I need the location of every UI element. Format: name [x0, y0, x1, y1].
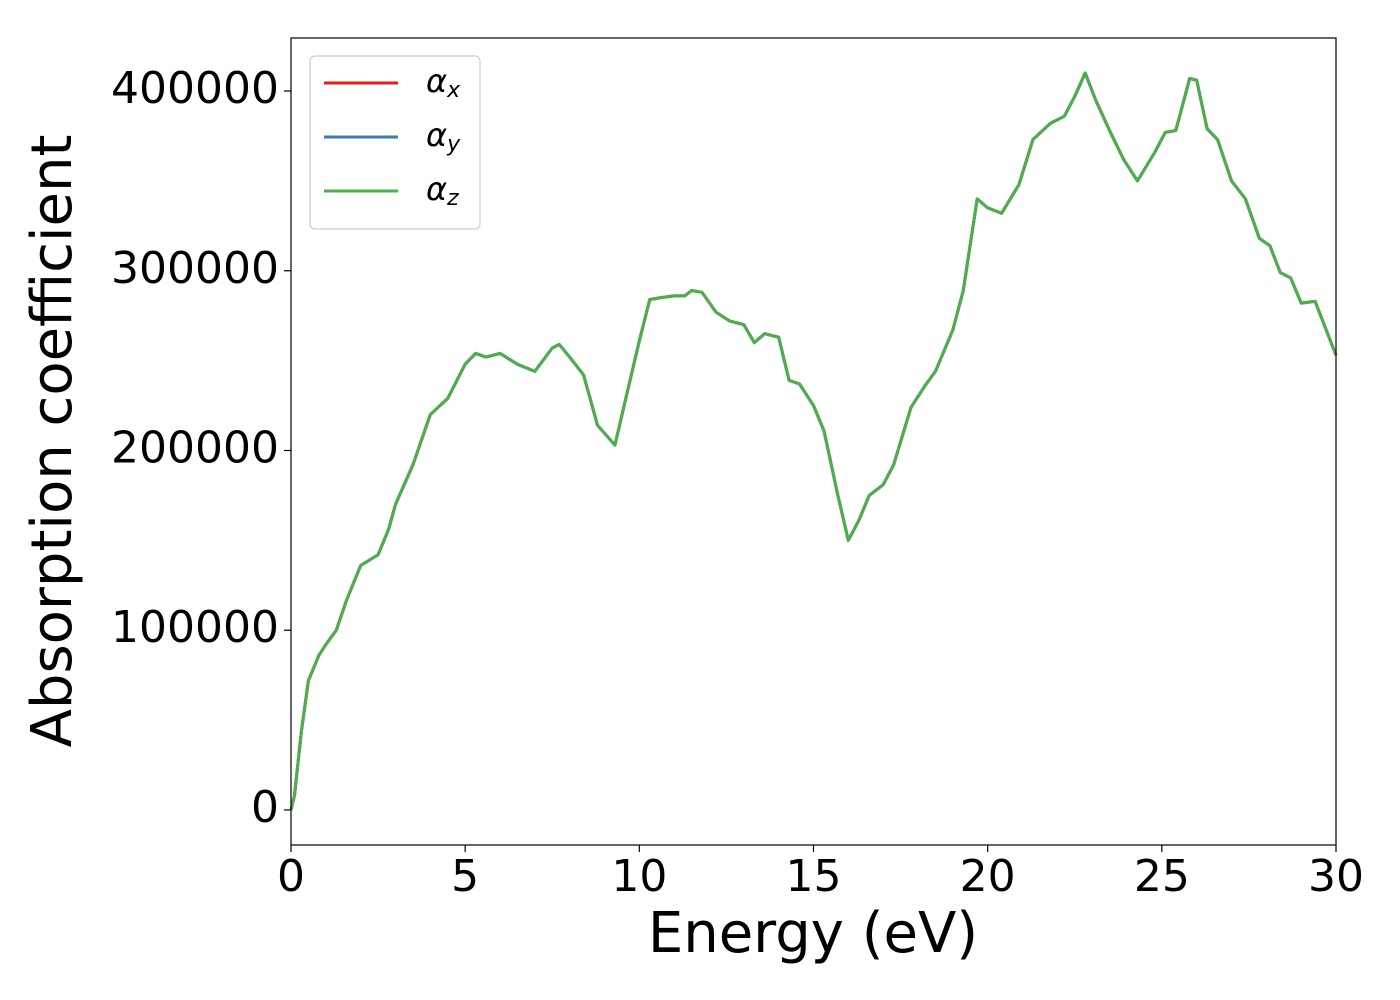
x-axis-label: Energy (eV): [648, 901, 978, 966]
y-tick-label: 400000: [111, 63, 279, 114]
plot-frame: [290, 37, 1337, 846]
legend-label: αx: [426, 62, 461, 103]
series-line: [289, 71, 1338, 811]
legend-box: [309, 55, 481, 230]
y-tick-label: 300000: [111, 243, 279, 294]
legend-label: αz: [426, 170, 459, 211]
x-tick-label: 30: [1308, 851, 1364, 902]
y-tick-label: 200000: [111, 422, 279, 473]
y-tick-label: 0: [251, 782, 279, 833]
legend-label: αy: [426, 116, 461, 157]
x-tick-label: 5: [451, 851, 479, 902]
x-tick-label: 20: [960, 851, 1016, 902]
y-axis-label: Absorption coefficient: [20, 135, 85, 748]
x-tick-label: 25: [1134, 851, 1190, 902]
y-tick-label: 100000: [111, 602, 279, 653]
x-tick-label: 0: [277, 851, 305, 902]
x-tick-label: 15: [786, 851, 842, 902]
x-tick-label: 10: [611, 851, 667, 902]
